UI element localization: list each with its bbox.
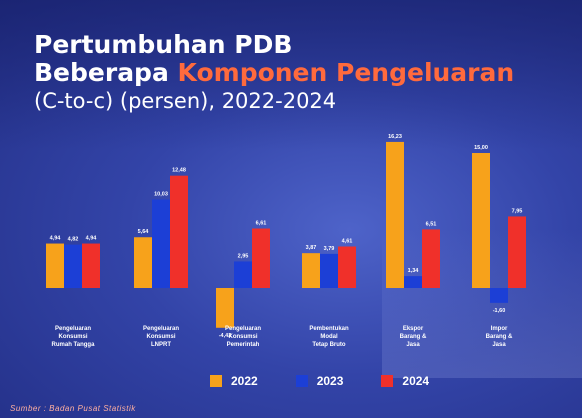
legend-item-2024: 2024 xyxy=(381,374,429,388)
category-label-5-line-1: Barang & xyxy=(486,334,513,340)
data-label-2022-cat-1: 5,64 xyxy=(138,229,150,235)
bar-2023-cat-4 xyxy=(404,276,422,288)
title-line-2-prefix: Beberapa xyxy=(34,58,178,87)
category-label-4-line-2: Jasa xyxy=(406,342,420,348)
bar-2024-cat-0 xyxy=(82,243,100,288)
source-note: Sumber : Badan Pusat Statistik xyxy=(10,404,136,413)
category-label-4-line-0: Ekspor xyxy=(403,326,424,332)
category-label-3-line-1: Modal xyxy=(320,334,338,340)
bar-2024-cat-4 xyxy=(422,229,440,288)
category-label-5-line-2: Jasa xyxy=(492,342,506,348)
category-label-3-line-0: Pembentukan xyxy=(309,326,349,332)
category-label-0-line-2: Rumah Tangga xyxy=(52,342,96,348)
bar-2022-cat-5 xyxy=(472,153,490,288)
legend-swatch-2024 xyxy=(381,375,394,387)
category-label-0-line-0: Pengeluaran xyxy=(55,326,91,332)
bar-2022-cat-0 xyxy=(46,243,64,288)
data-label-2022-cat-2: -4,42 xyxy=(219,333,232,339)
legend-item-2023: 2023 xyxy=(295,374,344,388)
legend-swatch-2022 xyxy=(210,375,222,387)
bar-2023-cat-3 xyxy=(320,253,338,288)
data-label-2022-cat-5: 15,00 xyxy=(474,145,488,151)
category-label-1-line-0: Pengeluaran xyxy=(143,326,179,332)
data-label-2024-cat-0: 4,94 xyxy=(86,236,98,242)
data-label-2024-cat-1: 12,48 xyxy=(172,168,186,174)
bar-2022-cat-2 xyxy=(216,288,234,328)
legend-label-2023: 2023 xyxy=(316,374,344,388)
data-label-2023-cat-1: 10,03 xyxy=(154,192,168,198)
bar-2022-cat-3 xyxy=(302,253,320,288)
category-label-0-line-1: Konsumsi xyxy=(58,334,87,340)
data-label-2024-cat-2: 6,61 xyxy=(256,221,267,227)
legend-item-2022: 2022 xyxy=(210,374,258,388)
category-label-2-line-1: Konsumsi xyxy=(228,334,257,340)
category-label-1-line-2: LNPRT xyxy=(151,342,171,348)
bar-2022-cat-4 xyxy=(386,141,404,288)
title-line-1: Pertumbuhan PDB xyxy=(34,30,293,59)
data-label-2024-cat-5: 7,95 xyxy=(512,208,523,214)
bar-2023-cat-5 xyxy=(490,288,508,303)
data-label-2022-cat-3: 3,87 xyxy=(306,245,317,251)
bar-2023-cat-1 xyxy=(152,199,170,288)
title-line-3: (C-to-c) (persen), 2022-2024 xyxy=(34,89,337,113)
data-label-2023-cat-3: 3,79 xyxy=(324,246,335,252)
legend-label-2024: 2024 xyxy=(402,374,430,388)
legend-swatch-2023 xyxy=(295,375,308,387)
category-label-2-line-0: Pengeluaran xyxy=(225,326,261,332)
category-label-1-line-1: Konsumsi xyxy=(146,334,175,340)
title-line-2-accent: Komponen Pengeluaran xyxy=(177,58,515,87)
category-label-5-line-0: Impor xyxy=(491,326,508,332)
title-line-2: Beberapa Komponen Pengeluaran xyxy=(34,58,514,87)
bar-2023-cat-2 xyxy=(234,261,252,288)
data-label-2023-cat-4: 1,34 xyxy=(408,268,420,274)
bar-2024-cat-1 xyxy=(170,175,188,288)
bar-2024-cat-5 xyxy=(508,216,526,288)
data-label-2022-cat-0: 4,94 xyxy=(50,236,62,242)
data-label-2023-cat-2: 2,95 xyxy=(238,253,249,259)
bar-2023-cat-0 xyxy=(64,244,82,288)
data-label-2024-cat-3: 4,61 xyxy=(342,239,353,245)
data-label-2023-cat-0: 4,82 xyxy=(68,237,79,243)
category-label-4-line-1: Barang & xyxy=(400,334,427,340)
legend-label-2022: 2022 xyxy=(231,374,258,388)
category-label-3-line-2: Tetap Bruto xyxy=(312,342,346,348)
data-label-2024-cat-4: 6,51 xyxy=(426,221,437,227)
bar-2022-cat-1 xyxy=(134,237,152,288)
category-label-2-line-2: Pemerintah xyxy=(227,342,260,348)
legend: 2022 2023 2024 xyxy=(210,374,429,388)
bar-2024-cat-3 xyxy=(338,246,356,288)
data-label-2023-cat-5: -1,60 xyxy=(493,308,506,314)
bar-2024-cat-2 xyxy=(252,228,270,288)
data-label-2022-cat-4: 16,23 xyxy=(388,134,402,140)
